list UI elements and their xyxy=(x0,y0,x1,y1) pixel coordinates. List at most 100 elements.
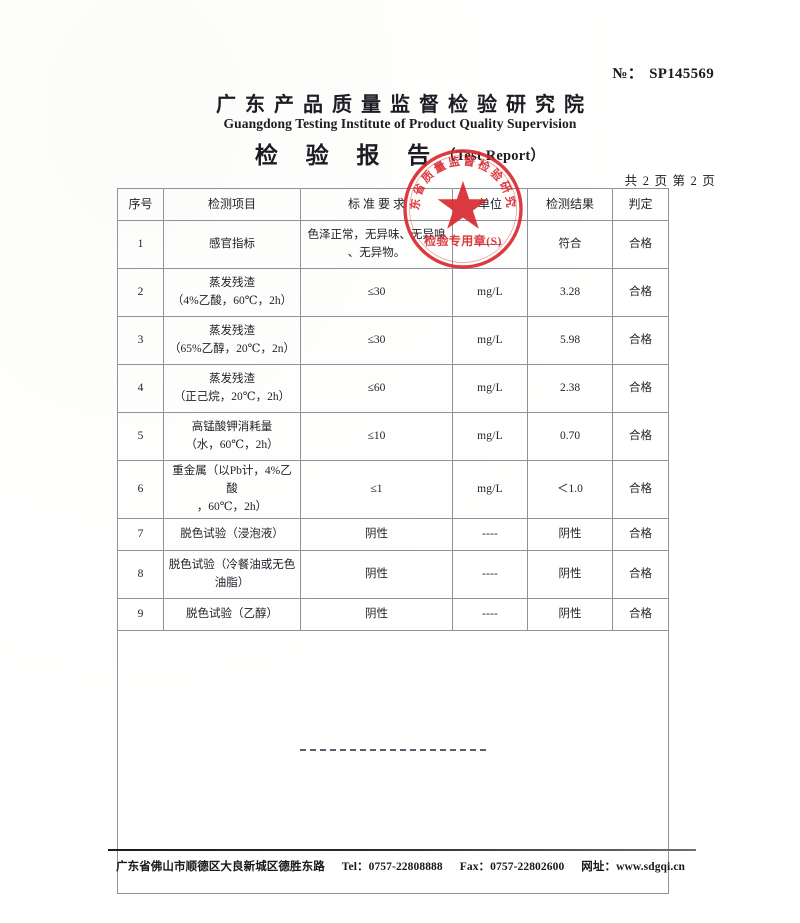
row-verdict: 合格 xyxy=(612,598,669,632)
row-standard: ≤30 xyxy=(300,316,453,365)
row-item-line1: 高锰酸钾消耗量 xyxy=(191,420,273,433)
row-item: 蒸发残渣 （65%乙醇，20℃，2n） xyxy=(163,316,301,365)
footer-divider xyxy=(108,849,696,851)
blank-area xyxy=(117,630,669,895)
row-standard-line1: 色泽正常，无异味、无异嗅 xyxy=(307,228,446,241)
table-row: 2 蒸发残渣 （4%乙酸，60℃，2h） ≤30 mg/L 3.28 合格 xyxy=(117,268,669,317)
document-title-en: （Test Report） xyxy=(441,148,546,164)
row-no: 8 xyxy=(117,550,164,600)
row-item: 高锰酸钾消耗量 （水，60℃，2h） xyxy=(163,412,301,461)
document-title: 检 验 报 告（Test Report） xyxy=(0,136,800,170)
row-result: ＜1.0 xyxy=(527,459,613,520)
row-item-line2: （4%乙酸，60℃，2h） xyxy=(171,294,293,307)
page-count: 共 2 页 第 2 页 xyxy=(624,174,716,188)
row-standard: ≤10 xyxy=(300,412,453,461)
row-result: 2.38 xyxy=(527,364,613,413)
row-verdict: 合格 xyxy=(612,459,669,520)
column-header-unit: 单位 xyxy=(452,188,528,221)
table-row: 9 脱色试验（乙醇） 阴性 ---- 阴性 合格 xyxy=(117,598,669,632)
row-no: 5 xyxy=(117,412,164,461)
row-unit: mg/L xyxy=(452,412,528,461)
row-item: 脱色试验（冷餐油或无色 油脂） xyxy=(163,550,301,600)
row-no: 1 xyxy=(117,220,164,269)
end-of-content-dashed-line xyxy=(300,749,486,752)
column-header-verdict: 判定 xyxy=(612,188,669,221)
row-result: 阴性 xyxy=(527,550,613,600)
row-standard-line2: 、无异物。 xyxy=(347,246,406,259)
row-no: 7 xyxy=(117,518,164,552)
row-item-line2: （正己烷，20℃，2h） xyxy=(173,390,291,403)
row-item: 脱色试验（浸泡液） xyxy=(163,518,301,552)
test-results-table: 序号 检测项目 标 准 要 求 单位 检测结果 判定 1 感官指标 色泽正常，无… xyxy=(117,188,669,895)
row-standard: 色泽正常，无异味、无异嗅 、无异物。 xyxy=(300,220,453,269)
table-row: 5 高锰酸钾消耗量 （水，60℃，2h） ≤10 mg/L 0.70 合格 xyxy=(117,412,669,461)
row-item-line1: 蒸发残渣 xyxy=(209,324,255,337)
footer-website: 网址：www.sdgqi.cn xyxy=(581,861,686,873)
row-standard: 阴性 xyxy=(300,598,453,632)
row-standard: ≤1 xyxy=(300,459,453,520)
row-standard: ≤60 xyxy=(300,364,453,413)
row-standard: 阴性 xyxy=(300,550,453,600)
column-header-std: 标 准 要 求 xyxy=(300,188,453,221)
footer-contact-info: 广东省佛山市顺德区大良新城区德胜东路 Tel：0757-22808888 Fax… xyxy=(116,858,696,874)
row-unit: mg/L xyxy=(452,364,528,413)
row-unit: mg/L xyxy=(452,459,528,520)
row-unit: mg/L xyxy=(452,316,528,365)
table-row: 6 重金属（以Pb计，4%乙酸 ，60℃，2h） ≤1 mg/L ＜1.0 合格 xyxy=(117,459,669,520)
table-header-row: 序号 检测项目 标 准 要 求 单位 检测结果 判定 xyxy=(117,188,669,221)
row-no: 6 xyxy=(117,459,164,520)
row-no: 4 xyxy=(117,364,164,413)
row-no: 2 xyxy=(117,268,164,317)
row-verdict: 合格 xyxy=(612,220,669,269)
row-result: 3.28 xyxy=(527,268,613,317)
row-item: 感官指标 xyxy=(163,220,301,269)
row-item-line1: 重金属（以Pb计，4%乙酸 xyxy=(172,465,292,495)
row-item-line1: 脱色试验（冷餐油或无色 xyxy=(168,559,296,572)
row-no: 3 xyxy=(117,316,164,365)
row-standard: ≤30 xyxy=(300,268,453,317)
row-item-line2: ，60℃，2h） xyxy=(196,500,268,513)
table-row: 8 脱色试验（冷餐油或无色 油脂） 阴性 ---- 阴性 合格 xyxy=(117,550,669,600)
row-unit: ---- xyxy=(452,518,528,552)
table-row: 3 蒸发残渣 （65%乙醇，20℃，2n） ≤30 mg/L 5.98 合格 xyxy=(117,316,669,365)
row-item: 蒸发残渣 （正己烷，20℃，2h） xyxy=(163,364,301,413)
row-unit: mg/L xyxy=(452,268,528,317)
table-row: 4 蒸发残渣 （正己烷，20℃，2h） ≤60 mg/L 2.38 合格 xyxy=(117,364,669,413)
row-verdict: 合格 xyxy=(612,268,669,317)
footer-tel: Tel：0757-22808888 xyxy=(341,861,443,873)
row-item-line2: （水，60℃，2h） xyxy=(185,438,279,451)
document-title-cn: 检 验 报 告 xyxy=(254,143,442,168)
organization-name-en: Guangdong Testing Institute of Product Q… xyxy=(223,116,577,131)
row-result: 阴性 xyxy=(527,598,613,632)
row-result: 5.98 xyxy=(527,316,613,365)
row-verdict: 合格 xyxy=(612,316,669,365)
report-number: №： SP145569 xyxy=(612,62,714,83)
row-item: 重金属（以Pb计，4%乙酸 ，60℃，2h） xyxy=(163,459,301,520)
row-standard: 阴性 xyxy=(300,518,453,552)
row-item-line1: 蒸发残渣 xyxy=(209,372,255,385)
row-result: 阴性 xyxy=(527,518,613,552)
row-unit: ---- xyxy=(452,598,528,632)
row-no: 9 xyxy=(117,598,164,632)
row-verdict: 合格 xyxy=(612,364,669,413)
column-header-no: 序号 xyxy=(117,188,164,221)
table-row: 1 感官指标 色泽正常，无异味、无异嗅 、无异物。 —— 符合 合格 xyxy=(117,220,669,269)
row-item-line2: 油脂） xyxy=(214,576,250,589)
footer-fax: Fax：0757-22802600 xyxy=(459,861,565,873)
row-item: 脱色试验（乙醇） xyxy=(163,598,301,632)
report-number-value: SP145569 xyxy=(649,66,714,82)
row-verdict: 合格 xyxy=(612,412,669,461)
organization-name-cn: 广东产品质量监督检验研究院 xyxy=(216,94,593,116)
column-header-result: 检测结果 xyxy=(527,188,613,221)
row-unit: —— xyxy=(452,220,528,269)
report-number-label: №： xyxy=(612,66,644,82)
column-header-item: 检测项目 xyxy=(163,188,301,221)
row-verdict: 合格 xyxy=(612,518,669,552)
table-blank-area-row xyxy=(117,630,669,895)
row-unit: ---- xyxy=(452,550,528,600)
row-item-line2: （65%乙醇，20℃，2n） xyxy=(169,342,295,355)
row-result: 符合 xyxy=(527,220,613,269)
footer-address: 广东省佛山市顺德区大良新城区德胜东路 xyxy=(116,861,325,873)
row-result: 0.70 xyxy=(527,412,613,461)
